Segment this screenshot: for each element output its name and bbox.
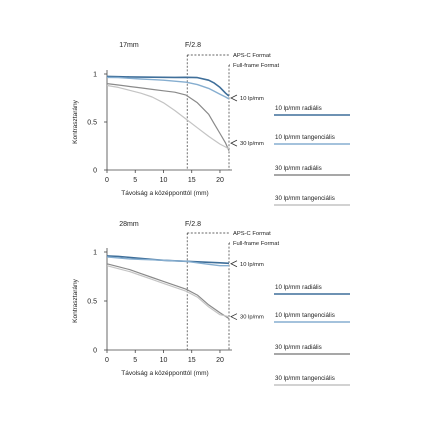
chart2-annotation-label-2: 30 lp/mm [240,315,264,321]
chart2-focal-length-label: 28mm [119,221,139,228]
chart2-series-10-radial-line [106,255,230,265]
chart2-aps-c-format-label: APS-C Format [233,231,271,237]
chart2-series-10-tangential-line [106,256,229,267]
chart1-y-tick-label: 0.5 [87,120,97,127]
chart2-y-tick-label: 0 [93,348,97,355]
chart2-y-axis-label: Kontrasztarány [72,278,79,322]
chart1-series-30-radial-line [106,83,230,152]
chart1-series-30-tangential-line [106,84,230,150]
chart2-series-30-tangential-line [106,265,230,318]
chart2-y-tick-label: 1 [93,250,97,257]
chart2-annotation-arrow-2 [230,313,238,321]
chart1-legend-label-30-tangential: 30 lp/mm tangenciális [275,195,335,202]
chart2-x-axis-label: Távolság a középponttól (mm) [121,370,208,377]
chart2-annotation-label-1: 10 lp/mm [240,262,264,268]
chart1-aps-c-format-label: APS-C Format [233,53,271,59]
chart1-legend-label-30-radial: 30 lp/mm radiális [275,165,322,172]
chart1-annotation-label-1: 10 lp/mm [240,96,264,102]
chart2-legend-label-30-radial: 30 lp/mm radiális [275,344,322,351]
chart2-annotation-arrow-1 [230,260,238,268]
chart1-y-tick-label: 1 [93,72,97,79]
chart1-x-tick-label: 20 [216,177,224,184]
chart1-annotation-label-2: 30 lp/mm [240,141,264,147]
chart1-series-10-tangential-line [106,76,230,100]
chart2-legend-label-30-tangential: 30 lp/mm tangenciális [275,375,335,382]
chart1-y-axis-label: Kontrasztarány [72,99,79,143]
chart1-x-tick-label: 15 [188,177,196,184]
chart2-full-frame-format-label: Full-frame Format [233,241,279,247]
chart1-annotation-arrow-2 [230,139,238,147]
chart1-x-tick-label: 5 [133,177,137,184]
chart1-x-axis-label: Távolság a középponttól (mm) [121,190,208,197]
chart1-x-tick-label: 10 [160,177,168,184]
chart2-series-30-radial-line [106,263,230,320]
chart2-x-tick-label: 15 [188,357,196,364]
chart2-x-tick-label: 10 [160,357,168,364]
chart1-series-10-radial-line [106,75,230,97]
chart1-full-frame-format-label: Full-frame Format [233,63,279,69]
chart1-legend-label-10-tangential: 10 lp/mm tangenciális [275,134,335,141]
chart2-x-tick-label: 20 [216,357,224,364]
chart1-y-tick-label: 0 [93,168,97,175]
chart1-x-tick-label: 0 [105,177,109,184]
chart2-legend-label-10-radial: 10 lp/mm radiális [275,284,322,291]
chart1-annotation-arrow-1 [230,94,238,102]
chart1-focal-length-label: 17mm [119,42,139,49]
chart1-legend-label-10-radial: 10 lp/mm radiális [275,105,322,112]
chart2-y-tick-label: 0.5 [87,299,97,306]
chart1-aperture-label: F/2.8 [185,42,201,49]
chart2-x-tick-label: 0 [105,357,109,364]
chart2-x-tick-label: 5 [133,357,137,364]
chart2-legend-label-10-tangential: 10 lp/mm tangenciális [275,312,335,319]
chart2-aperture-label: F/2.8 [185,221,201,228]
